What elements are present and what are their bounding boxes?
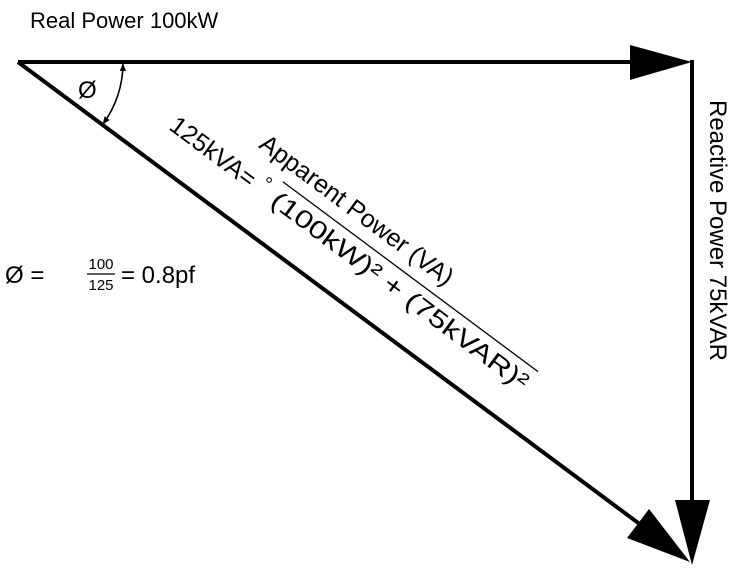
angle-label: Ø (78, 77, 97, 104)
reactive-power-arrowhead (675, 500, 710, 565)
apparent-power-line (16, 60, 647, 530)
real-power-label: Real Power 100kW (30, 8, 219, 33)
apparent-power-arrowhead (627, 509, 690, 562)
radical-overline (282, 181, 539, 373)
radical-sign: ° (256, 173, 276, 195)
reactive-power-label: Reactive Power 75kVAR (704, 100, 731, 361)
pf-denominator: 125 (88, 277, 113, 294)
pf-rhs: = 0.8pf (121, 262, 195, 289)
pf-numerator: 100 (88, 256, 113, 273)
pf-lhs: Ø = (5, 262, 44, 289)
radicand: (100kW)² + (75kVAR)² (265, 186, 534, 396)
angle-arc (102, 63, 127, 125)
real-power-arrowhead (630, 45, 692, 80)
hypotenuse-labels: Apparent Power (VA) 125kVA= ° (100kW)² +… (164, 111, 539, 396)
